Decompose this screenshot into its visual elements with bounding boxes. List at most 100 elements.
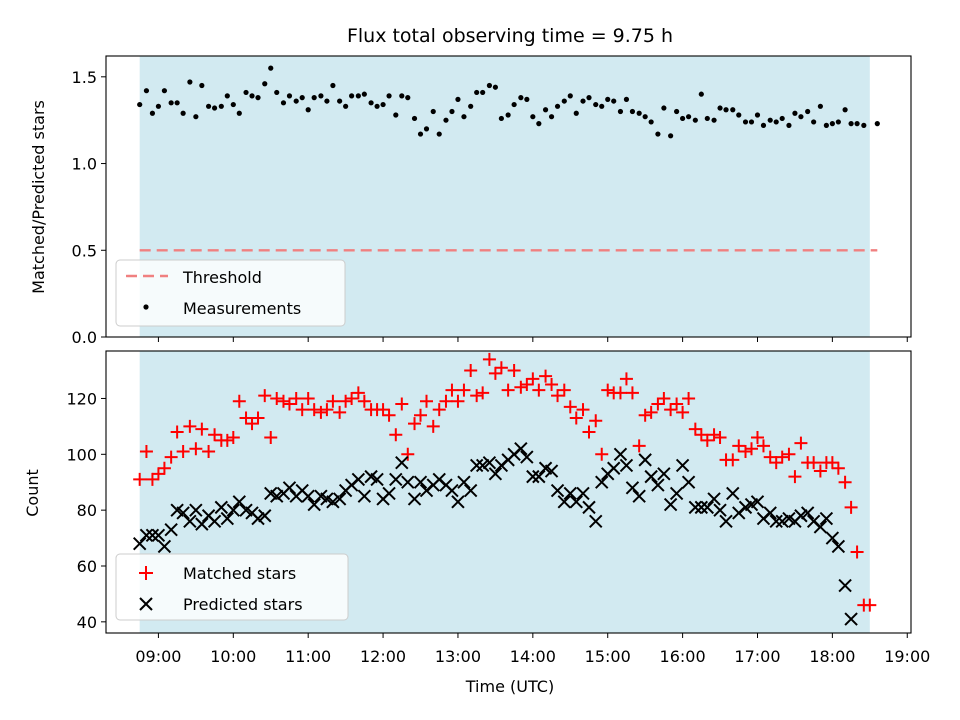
measurement-point [255,95,261,101]
matched-star-point [208,428,222,442]
predicted-star-point [451,495,465,509]
measurement-point [343,103,349,109]
matched-star-point [744,442,758,456]
matched-star-point [831,461,845,475]
matched-star-point [670,397,684,411]
predicted-star-point [625,481,640,495]
measurement-point [642,114,648,120]
measurement-point [268,65,274,71]
matched-star-point [345,391,359,405]
measurement-point [299,95,305,101]
predicted-star-point [619,458,634,473]
measurement-point [805,108,811,115]
matched-star-point [183,419,197,433]
matched-star-point [414,408,428,422]
measurement-point [786,122,792,128]
measurement-point [293,98,299,104]
matched-star-point [202,445,216,459]
measurement-point [430,108,436,115]
matched-star-point [432,403,446,417]
matched-star-point [220,433,234,447]
measurement-point [274,89,280,96]
measurement-point [842,107,848,113]
measurement-point [474,89,480,96]
matched-star-point [420,394,434,408]
measurement-point [586,95,592,101]
top-panel: 0.0 0.5 1.0 1.5 Matched/Predicted stars Thr… [29,55,912,347]
measurement-point [455,96,461,102]
predicted-star-point [726,486,740,501]
matched-star-point [145,472,159,486]
measurement-point [573,110,579,116]
predicted-star-point [563,486,577,501]
measurement-point [835,119,841,125]
matched-star-point [613,386,627,400]
measurement-point [548,114,555,120]
predicted-star-point [794,509,808,523]
predicted-star-point [157,539,172,554]
matched-star-point [863,598,877,612]
measurement-point [324,98,330,104]
predicted-star-point [301,489,315,503]
matched-star-point [657,391,671,405]
measurement-point [211,105,218,111]
predicted-star-point [707,492,721,506]
matched-star-point [782,447,796,461]
measurement-point [717,105,723,111]
matched-star-point [195,422,209,436]
predicted-star-point [750,495,765,509]
predicted-star-point [582,500,596,515]
predicted-star-point [688,500,703,515]
measurement-point [468,103,474,109]
predicted-star-point [831,539,846,554]
predicted-star-point [844,612,858,626]
matched-star-point [619,372,633,386]
predicted-star-point [569,495,583,509]
predicted-star-point [401,475,415,489]
measurement-point [711,117,717,123]
predicted-star-point [638,453,652,467]
y-tick-label: 120 [66,389,97,408]
predicted-star-point [469,458,484,473]
measurement-point [668,133,674,139]
x-tick-label: 15:00 [585,647,631,666]
measurement-point [854,121,860,127]
matched-star-point [664,403,678,417]
predicted-star-point [258,509,272,523]
measurement-point [318,93,324,99]
measurement-point [623,96,630,102]
measurement-point [161,88,168,94]
predicted-star-point [482,455,497,470]
matched-star-point [170,425,184,439]
x-tick-label: 10:00 [210,647,256,666]
matched-star-point [545,378,559,392]
top-legend: Threshold Measurements [115,259,346,327]
predicted-star-point [132,536,147,551]
matched-star-point [251,411,265,425]
matched-star-point [470,389,484,403]
matched-star-point [464,364,478,378]
predicted-star-point [189,503,203,517]
measurement-point [636,110,642,116]
measurement-point [754,112,761,118]
measurement-point [723,107,729,113]
measurement-point [480,89,486,96]
measurement-point [417,131,424,137]
predicted-star-point [407,492,422,506]
matched-star-point [676,405,690,419]
measurement-point [767,117,773,123]
x-tick-label: 13:00 [435,647,481,666]
matched-star-point [563,400,577,414]
legend-matched-swatch [139,566,153,580]
predicted-star-point [251,511,265,526]
matched-star-point [389,428,403,442]
predicted-star-point [613,447,628,462]
matched-star-point [189,442,203,456]
predicted-star-point [332,492,347,506]
measurement-point [305,107,311,113]
bottom-legend-box [115,553,349,621]
measurement-point [155,103,162,109]
measurement-point [443,117,449,123]
measurement-point [449,108,455,115]
x-axis-label: Time (UTC) [465,677,554,696]
